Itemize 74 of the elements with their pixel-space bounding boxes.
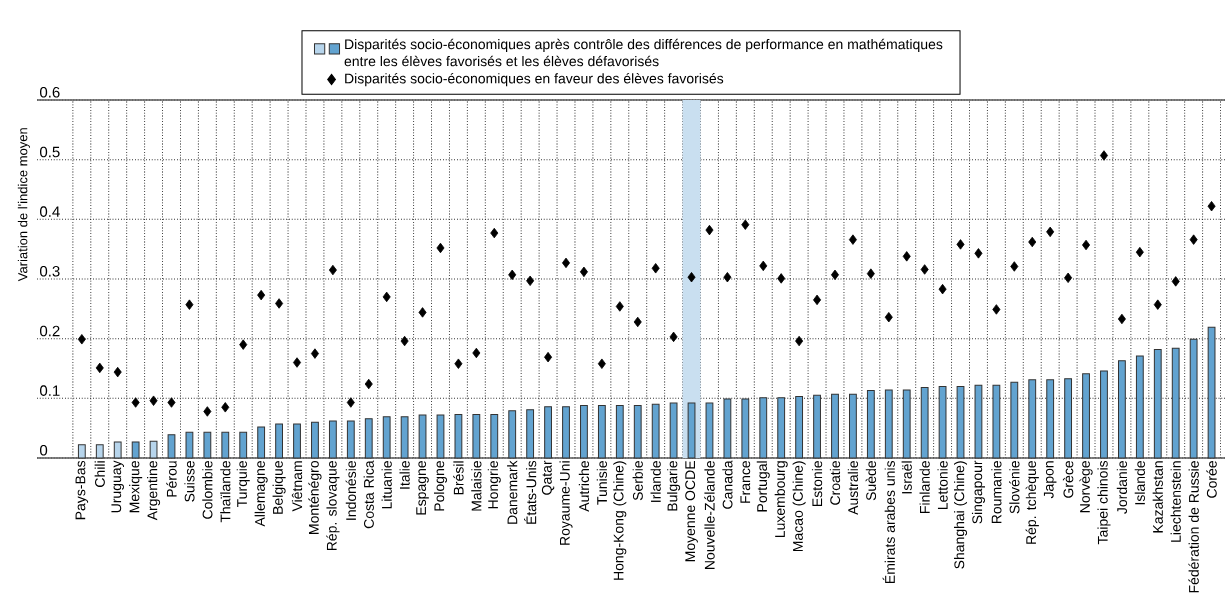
x-tick-label: Taipei chinois xyxy=(1097,460,1111,545)
y-tick-label: 0 xyxy=(40,444,48,456)
x-tick-label: Allemagne xyxy=(254,461,268,527)
x-tick-label: Corée xyxy=(1206,461,1217,498)
y-tick-label: 0.6 xyxy=(40,86,60,98)
x-tick-label: Shanghai (Chine) xyxy=(954,461,968,569)
x-tick-label: Lituanie xyxy=(381,461,392,509)
x-tick-label: Thaïlande xyxy=(220,461,231,523)
x-tick-label: Luxembourg xyxy=(774,461,788,538)
x-tick-label: Singapour xyxy=(971,460,985,524)
x-tick-label: Mexique xyxy=(129,461,143,513)
x-tick-label: Colombie xyxy=(202,461,213,519)
x-tick-label: Japon xyxy=(1043,461,1057,499)
x-tick-label: Irlande xyxy=(650,461,661,502)
x-tick-label: Tunisie xyxy=(596,461,607,505)
legend-label: Disparités socio-économiques en faveur des élèves favorisés xyxy=(345,73,724,87)
y-tick-label: 0.2 xyxy=(40,325,60,337)
x-tick-label: Chili xyxy=(94,461,105,487)
y-tick-label: 0.1 xyxy=(40,385,60,396)
x-tick-label: Hong-Kong (Chine) xyxy=(613,461,627,580)
x-tick-label: Slovénie xyxy=(1009,461,1020,514)
x-tick-label: Grèce xyxy=(1062,461,1074,498)
x-tick-label: Monténégro xyxy=(308,461,322,534)
x-tick-label: Brésil xyxy=(453,461,464,495)
x-tick-label: Belgique xyxy=(272,461,286,514)
x-tick-label: Nouvelle-Zélande xyxy=(704,461,715,569)
x-tick-label: Rép. slovaque xyxy=(326,461,340,551)
x-tick-label: Pérou xyxy=(166,461,177,497)
x-tick-label: Serbie xyxy=(632,461,643,501)
x-tick-label: Costa Rica xyxy=(363,460,374,529)
x-tick-label: Hongrie xyxy=(487,461,501,509)
legend-label: Disparités socio-économiques après contrôle des différences de performance en mathématiques entre les élèves favorisés et les élèves défavorisés xyxy=(344,38,943,67)
x-tick-label: Croatie xyxy=(829,461,841,505)
x-tick-label: Danemark xyxy=(507,460,518,524)
x-tick-label: États-Unis xyxy=(524,460,537,524)
x-tick-label: Viêtnam xyxy=(291,461,303,512)
x-tick-label: Suisse xyxy=(184,461,195,502)
x-tick-label: Canada xyxy=(722,460,733,509)
x-tick-label: Pays-Bas xyxy=(75,460,89,520)
y-tick-label: 0.5 xyxy=(40,146,60,158)
x-tick-label: Uruguay xyxy=(111,460,124,513)
x-tick-label: Lettonie xyxy=(937,461,948,510)
x-tick-label: Royaume-Uni xyxy=(559,461,573,545)
x-tick-label: Roumanie xyxy=(991,461,1002,524)
x-tick-label: Kazakhstan xyxy=(1152,461,1163,533)
x-tick-label: Émirats arabes unis xyxy=(882,460,895,583)
x-tick-label: Autriche xyxy=(578,461,590,512)
x-tick-label: Bulgarie xyxy=(667,461,681,511)
x-tick-label: Rép. tchèque xyxy=(1025,461,1039,544)
x-tick-label: Macao (Chine) xyxy=(792,461,806,552)
x-tick-label: Israël xyxy=(901,461,912,494)
x-tick-label: Pologne xyxy=(433,461,448,511)
x-tick-label: Liechtenstein xyxy=(1170,461,1181,542)
x-tick-label: Argentine xyxy=(147,461,161,521)
x-tick-label: Islande xyxy=(1134,461,1145,505)
x-tick-label: Italie xyxy=(399,461,410,489)
x-tick-label: Indonésie xyxy=(345,461,357,520)
x-tick-label: Jordanie xyxy=(1116,461,1128,514)
x-tick-label: Fédération de Russie xyxy=(1188,461,1199,593)
x-tick-label: Qatar xyxy=(541,460,555,495)
x-tick-label: Norvège xyxy=(1079,461,1093,513)
y-tick-label: 0.4 xyxy=(40,206,60,217)
y-tick-label: 0.3 xyxy=(40,265,60,277)
x-tick-label: Espagne xyxy=(416,461,429,515)
x-tick-label: Finlande xyxy=(919,461,930,513)
x-tick-label: Malaisie xyxy=(471,461,482,511)
x-tick-label: Suède xyxy=(865,461,877,501)
y-axis-title: Variation de l'indice moyen xyxy=(17,128,30,282)
x-tick-label: Turquie xyxy=(236,461,250,508)
x-tick-label: France xyxy=(740,461,751,503)
x-tick-label: Estonie xyxy=(811,461,823,506)
x-tick-label: Portugal xyxy=(756,461,770,512)
x-tick-label: Moyenne OCDE xyxy=(685,461,698,562)
x-tick-label: Australie xyxy=(847,461,859,515)
